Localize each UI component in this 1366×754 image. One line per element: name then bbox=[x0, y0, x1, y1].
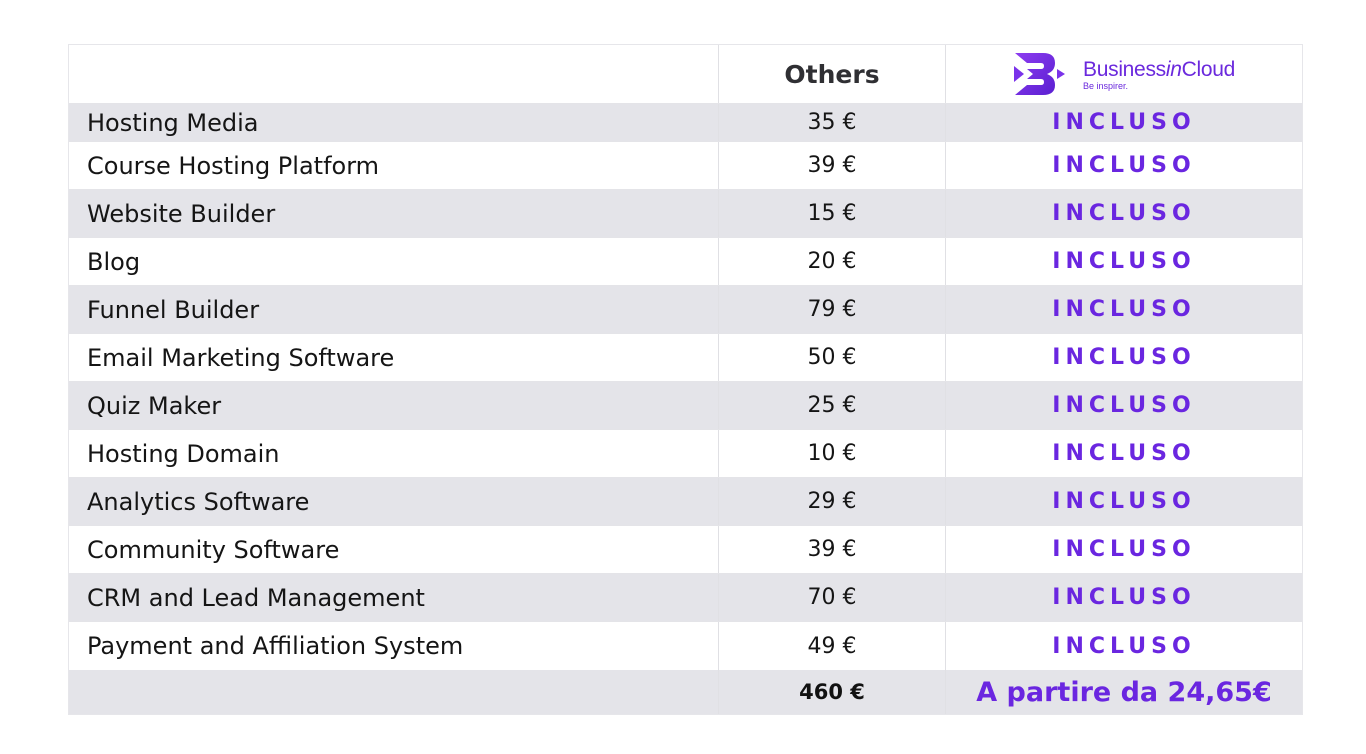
feature-name: Hosting Media bbox=[69, 104, 719, 141]
others-price: 50 € bbox=[719, 334, 946, 381]
comparison-table: Others BusinessinCloud Be insp bbox=[68, 44, 1303, 715]
table-row: Hosting Domain 10 € INCLUSO bbox=[69, 430, 1302, 478]
table-row: Blog 20 € INCLUSO bbox=[69, 238, 1302, 286]
feature-name: Funnel Builder bbox=[69, 286, 719, 333]
others-price: 70 € bbox=[719, 574, 946, 621]
others-price: 39 € bbox=[719, 526, 946, 573]
included-label: INCLUSO bbox=[1052, 633, 1196, 659]
feature-name: Community Software bbox=[69, 526, 719, 573]
others-price: 10 € bbox=[719, 430, 946, 477]
included-label: INCLUSO bbox=[1052, 393, 1196, 418]
feature-name: Blog bbox=[69, 238, 719, 285]
others-price: 35 € bbox=[719, 104, 946, 141]
table-row: Payment and Affiliation System 49 € INCLUS… bbox=[69, 622, 1302, 670]
others-price: 20 € bbox=[719, 238, 946, 285]
included-label: INCLUSO bbox=[1052, 585, 1196, 610]
table-row: Quiz Maker 25 € INCLUSO bbox=[69, 382, 1302, 430]
feature-name: Email Marketing Software bbox=[69, 334, 719, 381]
table-row: CRM and Lead Management 70 € INCLUSO bbox=[69, 574, 1302, 622]
total-row: 460 € A partire da 24,65€ bbox=[69, 670, 1302, 714]
included-label: INCLUSO bbox=[1052, 201, 1196, 226]
feature-name: Course Hosting Platform bbox=[69, 142, 719, 189]
others-total-price: 460 € bbox=[719, 670, 946, 714]
table-header: Others BusinessinCloud Be insp bbox=[69, 45, 1302, 104]
included-label: INCLUSO bbox=[1052, 249, 1196, 274]
table-row: Website Builder 15 € INCLUSO bbox=[69, 190, 1302, 238]
others-column-header: Others bbox=[719, 45, 946, 103]
header-empty-cell bbox=[69, 45, 719, 103]
included-label: INCLUSO bbox=[1052, 489, 1196, 514]
brand-tagline: Be inspirer. bbox=[1083, 80, 1129, 91]
included-label: INCLUSO bbox=[1052, 345, 1196, 370]
brand-column-header: BusinessinCloud Be inspirer. bbox=[946, 45, 1302, 103]
feature-name: Quiz Maker bbox=[69, 382, 719, 429]
table-row: Funnel Builder 79 € INCLUSO bbox=[69, 286, 1302, 334]
others-price: 49 € bbox=[719, 622, 946, 670]
included-label: INCLUSO bbox=[1052, 110, 1196, 135]
brand-mark-icon bbox=[1014, 53, 1066, 95]
included-label: INCLUSO bbox=[1052, 297, 1196, 322]
others-price: 39 € bbox=[719, 142, 946, 189]
feature-name: Payment and Affiliation System bbox=[69, 622, 719, 670]
others-price: 25 € bbox=[719, 382, 946, 429]
total-label-cell bbox=[69, 670, 719, 714]
feature-name: CRM and Lead Management bbox=[69, 574, 719, 621]
included-label: INCLUSO bbox=[1052, 441, 1196, 466]
brand-name: BusinessinCloud bbox=[1083, 57, 1235, 81]
table-row: Hosting Media 35 € INCLUSO bbox=[69, 104, 1302, 142]
feature-name: Website Builder bbox=[69, 190, 719, 237]
feature-name: Hosting Domain bbox=[69, 430, 719, 477]
table-row: Analytics Software 29 € INCLUSO bbox=[69, 478, 1302, 526]
others-price: 29 € bbox=[719, 478, 946, 525]
table-row: Email Marketing Software 50 € INCLUSO bbox=[69, 334, 1302, 382]
feature-name: Analytics Software bbox=[69, 478, 719, 525]
included-label: INCLUSO bbox=[1052, 537, 1196, 562]
others-price: 79 € bbox=[719, 286, 946, 333]
table-row: Course Hosting Platform 39 € INCLUSO bbox=[69, 142, 1302, 190]
bic-starting-price: A partire da 24,65€ bbox=[976, 676, 1272, 708]
table-row: Community Software 39 € INCLUSO bbox=[69, 526, 1302, 574]
included-label: INCLUSO bbox=[1052, 153, 1196, 178]
businessincloud-logo: BusinessinCloud Be inspirer. bbox=[1013, 51, 1235, 97]
others-price: 15 € bbox=[719, 190, 946, 237]
